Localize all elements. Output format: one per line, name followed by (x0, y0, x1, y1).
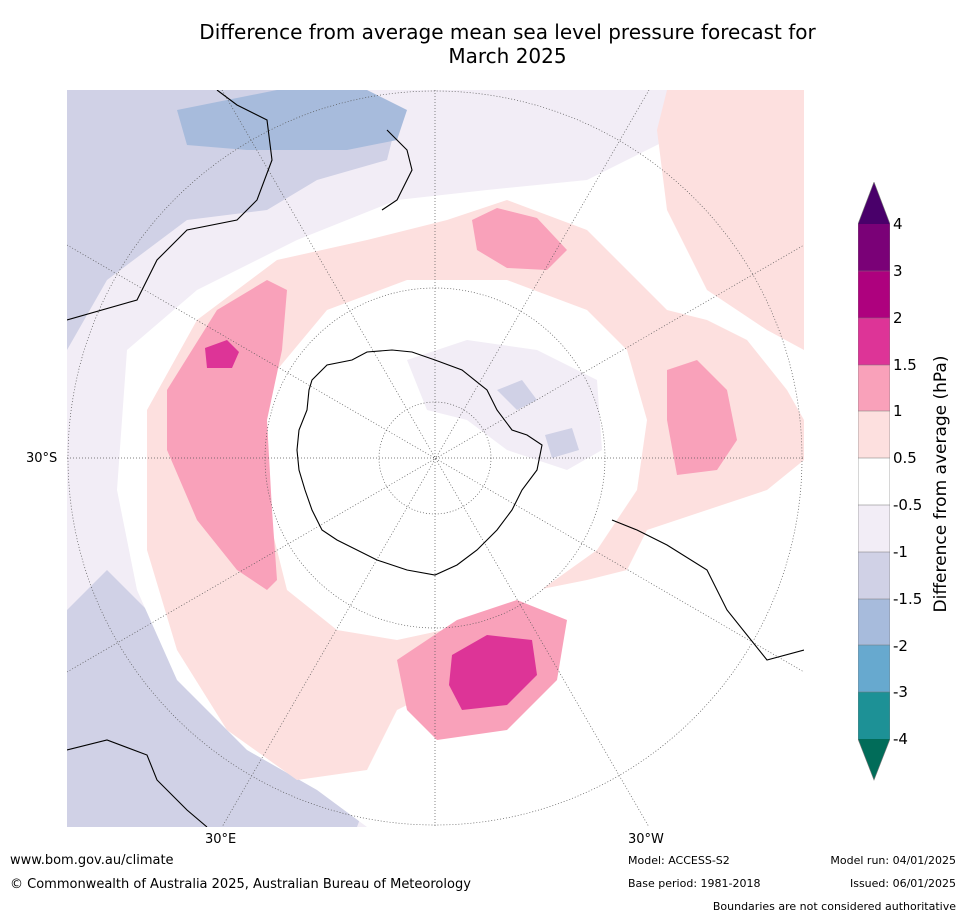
lon-label-30e: 30°E (205, 832, 237, 847)
colorbar-tick: -1 (893, 543, 908, 561)
colorbar-band-neutral (858, 458, 890, 505)
positive-anomaly-region-tr (657, 90, 804, 350)
copyright-text: © Commonwealth of Australia 2025, Austra… (10, 877, 471, 892)
title-line-2: March 2025 (448, 44, 567, 68)
colorbar-tick: 1.5 (893, 356, 917, 374)
colorbar-label: Difference from average (hPa) (931, 355, 951, 613)
colorbar-tick: 1 (893, 402, 903, 420)
colorbar-svg (858, 182, 890, 781)
colorbar-bottom-arrow (858, 739, 890, 780)
colorbar-tick: 3 (893, 262, 903, 280)
colorbar-tick: -4 (893, 730, 908, 748)
colorbar-tick: -3 (893, 683, 908, 701)
colorbar-tick: -1.5 (893, 590, 923, 608)
colorbar-band-3-4 (858, 224, 890, 271)
africa-coast (67, 739, 208, 827)
colorbar-band-1-1p5 (858, 365, 890, 411)
colorbar-band-m2-m1p5 (858, 599, 890, 645)
anomaly-region-west-magenta (205, 340, 239, 368)
coastlines (67, 90, 804, 827)
colorbar-band-0p5-1 (858, 411, 890, 458)
anomaly-region-west-pink (167, 280, 287, 590)
colorbar-band-m1p5-m1 (858, 552, 890, 599)
colorbar-tick: 0.5 (893, 449, 917, 467)
australia-coast (67, 90, 273, 321)
antarctica-coast (296, 349, 543, 576)
map-svg (67, 90, 804, 827)
colorbar-tick: 4 (893, 215, 903, 233)
south-america-coast (611, 519, 804, 661)
colorbar-band-m1-m0p5 (858, 505, 890, 552)
pressure-anomaly-map (67, 90, 804, 827)
colorbar-tick: -0.5 (893, 496, 923, 514)
colorbar-band-m3-m2 (858, 645, 890, 692)
title-line-1: Difference from average mean sea level p… (199, 20, 816, 44)
anomaly-patch-a (497, 380, 537, 410)
model-run-text: Model run: 04/01/2025 (830, 854, 956, 867)
colorbar-tick: 2 (893, 309, 903, 327)
anomaly-region-north-pink (472, 208, 567, 270)
colorbar-tick: -2 (893, 637, 908, 655)
anomaly-region-south-magenta (449, 635, 537, 710)
colorbar-band-1p5-2 (858, 318, 890, 365)
map-title: Difference from average mean sea level p… (120, 20, 895, 68)
base-period-text: Base period: 1981-2018 (628, 877, 761, 890)
graticule (67, 90, 804, 827)
anomaly-patch-b (545, 428, 579, 458)
lon-label-30w: 30°W (628, 832, 664, 847)
anomaly-region-bl-lavender (67, 570, 367, 827)
colorbar-top-arrow (858, 182, 890, 224)
issued-text: Issued: 06/01/2025 (849, 877, 956, 890)
colorbar-band-m4-m3 (858, 692, 890, 739)
disclaimer-text: Boundaries are not considered authoritat… (712, 900, 956, 913)
colorbar-band-2-3 (858, 271, 890, 318)
website-link[interactable]: www.bom.gov.au/climate (10, 853, 174, 868)
model-text: Model: ACCESS-S2 (628, 854, 730, 867)
lat-label-30s: 30°S (26, 451, 58, 466)
anomaly-region-tl-lavender (67, 90, 397, 350)
anomaly-region-east-pink (667, 360, 737, 475)
new-zealand-coast (381, 129, 413, 211)
